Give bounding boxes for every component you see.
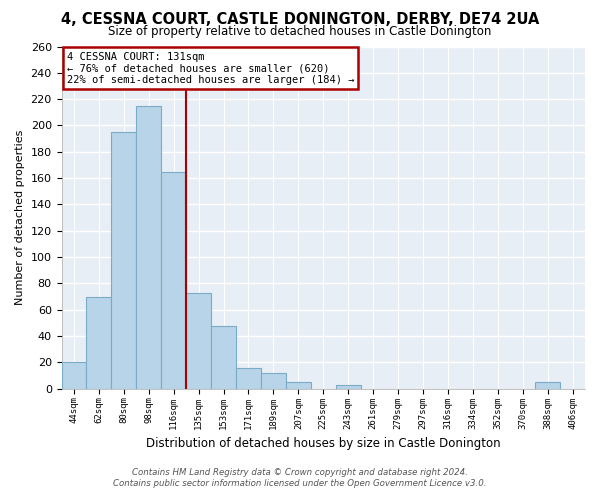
Bar <box>186 292 211 389</box>
Bar <box>286 382 311 389</box>
Y-axis label: Number of detached properties: Number of detached properties <box>15 130 25 306</box>
Text: 4 CESSNA COURT: 131sqm
← 76% of detached houses are smaller (620)
22% of semi-de: 4 CESSNA COURT: 131sqm ← 76% of detached… <box>67 52 354 85</box>
Bar <box>136 106 161 389</box>
Bar <box>62 362 86 389</box>
Bar <box>261 373 286 389</box>
Bar <box>112 132 136 389</box>
Bar <box>86 296 112 389</box>
Bar <box>211 326 236 389</box>
Bar <box>336 385 361 389</box>
Bar <box>535 382 560 389</box>
Text: Size of property relative to detached houses in Castle Donington: Size of property relative to detached ho… <box>109 25 491 38</box>
X-axis label: Distribution of detached houses by size in Castle Donington: Distribution of detached houses by size … <box>146 437 500 450</box>
Bar <box>161 172 186 389</box>
Bar <box>236 368 261 389</box>
Text: Contains HM Land Registry data © Crown copyright and database right 2024.
Contai: Contains HM Land Registry data © Crown c… <box>113 468 487 487</box>
Text: 4, CESSNA COURT, CASTLE DONINGTON, DERBY, DE74 2UA: 4, CESSNA COURT, CASTLE DONINGTON, DERBY… <box>61 12 539 28</box>
